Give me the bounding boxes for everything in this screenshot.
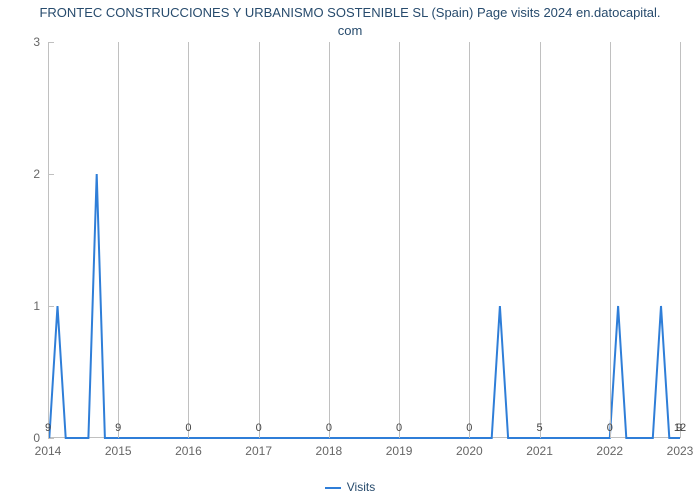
y-tick-label: 2 xyxy=(33,167,40,181)
data-point-label: 0 xyxy=(185,422,191,434)
chart-title-line2: com xyxy=(338,23,363,38)
data-point-label: 0 xyxy=(466,422,472,434)
x-tick-label: 2023 xyxy=(667,444,694,458)
vgrid-line xyxy=(259,42,260,438)
line-series xyxy=(48,42,680,438)
vgrid-line xyxy=(610,42,611,438)
y-tick-label: 1 xyxy=(33,299,40,313)
data-point-label: 0 xyxy=(607,422,613,434)
x-tick-label: 2022 xyxy=(596,444,623,458)
x-tick-label: 2021 xyxy=(526,444,553,458)
x-tick-label: 2019 xyxy=(386,444,413,458)
vgrid-line xyxy=(469,42,470,438)
data-point-label: 9 xyxy=(115,422,121,434)
visits-line xyxy=(48,174,680,438)
chart-title-line1: FRONTEC CONSTRUCCIONES Y URBANISMO SOSTE… xyxy=(39,5,660,20)
chart-container: FRONTEC CONSTRUCCIONES Y URBANISMO SOSTE… xyxy=(0,0,700,500)
chart-title: FRONTEC CONSTRUCCIONES Y URBANISMO SOSTE… xyxy=(0,4,700,39)
data-point-label: 9 xyxy=(45,422,51,434)
x-tick-label: 2014 xyxy=(35,444,62,458)
x-tick-label: 2018 xyxy=(316,444,343,458)
legend-swatch xyxy=(325,487,341,489)
x-tick-label: 2016 xyxy=(175,444,202,458)
vgrid-line xyxy=(188,42,189,438)
vgrid-line xyxy=(118,42,119,438)
vgrid-line xyxy=(540,42,541,438)
x-tick-label: 2017 xyxy=(245,444,272,458)
data-point-label: 0 xyxy=(326,422,332,434)
plot-area: 2014201520162017201820192020202120222023… xyxy=(48,42,680,438)
y-tick-label: 3 xyxy=(33,35,40,49)
y-tick xyxy=(48,42,54,43)
vgrid-line xyxy=(680,42,681,438)
x-tick-label: 2015 xyxy=(105,444,132,458)
x-tick-label: 2020 xyxy=(456,444,483,458)
vgrid-line xyxy=(48,42,49,438)
y-tick xyxy=(48,438,54,439)
data-point-label: 0 xyxy=(396,422,402,434)
legend: Visits xyxy=(0,480,700,494)
vgrid-line xyxy=(329,42,330,438)
data-point-label: 9 xyxy=(676,422,682,434)
data-point-label: 5 xyxy=(536,422,542,434)
y-tick xyxy=(48,306,54,307)
data-point-label: 0 xyxy=(256,422,262,434)
y-tick xyxy=(48,174,54,175)
y-tick-label: 0 xyxy=(33,431,40,445)
vgrid-line xyxy=(399,42,400,438)
legend-label: Visits xyxy=(347,480,375,494)
